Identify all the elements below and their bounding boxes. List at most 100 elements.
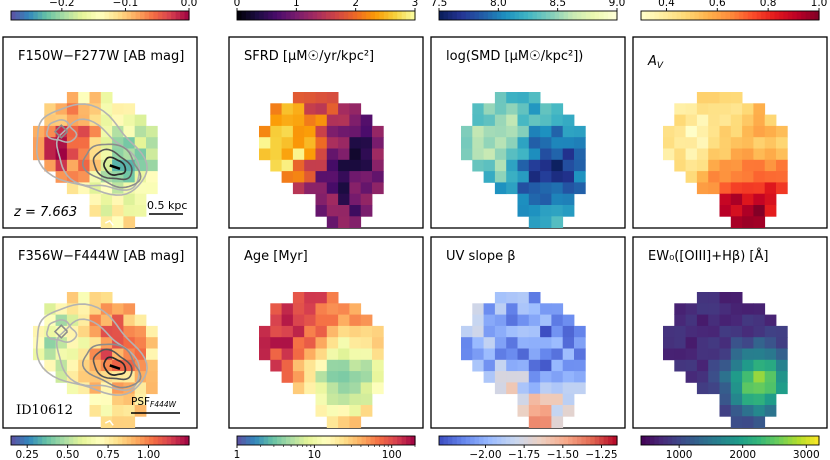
colorbar-swatch <box>783 436 789 445</box>
map-pixel <box>338 325 350 338</box>
colorbar-swatch <box>108 436 114 445</box>
map-pixel <box>753 371 766 383</box>
map-pixel <box>78 337 90 349</box>
panel-f356w-f444w: F356W−F444W [AB mag] <box>2 236 198 429</box>
map-pixel <box>55 325 68 338</box>
map-pixel <box>338 171 350 183</box>
map-pixel <box>315 325 328 338</box>
map-pixel <box>685 348 698 361</box>
map-pixel <box>483 303 496 315</box>
colorbar-frame <box>640 10 820 21</box>
colorbar-swatch <box>162 436 168 445</box>
colorbar-swatch <box>554 11 560 20</box>
colorbar-swatch <box>330 11 336 20</box>
map-pixel <box>540 103 552 115</box>
colorbar-swatch <box>303 11 309 20</box>
colorbar-swatch <box>519 11 525 20</box>
colorbar-swatch <box>461 436 467 445</box>
map-pixel <box>663 325 675 338</box>
colorbar-age: 1 10 100 <box>234 435 416 460</box>
map-pixel <box>517 125 530 138</box>
map-pixel <box>78 292 90 304</box>
map-pixel <box>292 359 305 372</box>
map-pixel <box>360 125 373 138</box>
map-pixel <box>349 114 362 127</box>
colorbar-swatch <box>730 436 736 445</box>
map-pixel <box>360 137 373 149</box>
map-pixel <box>146 125 158 138</box>
contour-line <box>14 93 31 103</box>
colorbar-swatch <box>672 11 678 20</box>
colorbar-swatch <box>299 11 305 20</box>
map-pixel <box>742 114 754 127</box>
map-pixel <box>764 137 777 149</box>
map-pixel <box>360 325 373 338</box>
colorbar-swatch <box>312 436 318 445</box>
colorbar-swatch <box>465 11 471 20</box>
colorbar-swatch <box>46 436 52 445</box>
map-pixel <box>696 325 709 338</box>
map-pixel <box>562 371 575 383</box>
map-pixel <box>78 171 90 183</box>
colorbar-swatch <box>658 11 664 20</box>
colorbar-swatch <box>64 11 70 20</box>
map-pixel <box>326 292 339 304</box>
colorbar-swatch <box>59 11 65 20</box>
colorbar-swatch <box>148 436 154 445</box>
map-pixel <box>33 148 45 161</box>
colorbar-swatch <box>738 11 744 20</box>
colorbar-tick-label: 1 <box>293 0 300 9</box>
panel-title: F150W−F277W [AB mag] <box>18 49 184 64</box>
map-pixel <box>540 205 552 217</box>
map-pixel <box>123 393 136 406</box>
panel-smd: log(SMD [μM☉/kpc²]) <box>430 36 626 229</box>
map-pixel <box>89 103 102 115</box>
colorbar-swatch <box>379 11 385 20</box>
colorbar-swatch <box>184 11 190 20</box>
map-pixel <box>742 148 754 161</box>
map-pixel <box>517 314 530 327</box>
contour-line <box>104 219 114 226</box>
map-pixel <box>472 325 484 338</box>
colorbar-swatch <box>581 436 587 445</box>
map-pixel <box>89 314 102 327</box>
map-pixel <box>326 314 339 327</box>
map-pixel <box>696 103 709 115</box>
map-pixel <box>372 125 384 138</box>
map-pixel <box>574 337 586 349</box>
map-pixel <box>326 348 339 361</box>
contour-line <box>82 343 142 389</box>
colorbar-swatch <box>374 436 380 445</box>
colorbar-tick-label: 2000 <box>729 449 756 460</box>
colorbar-swatch <box>24 11 30 20</box>
colorbar-swatch <box>479 11 485 20</box>
map-pixel <box>696 125 709 138</box>
map-pixel <box>281 303 294 315</box>
map-pixel <box>349 416 362 428</box>
colorbar-swatch <box>676 436 682 445</box>
map-pixel <box>685 148 698 161</box>
map-pixel <box>540 193 552 206</box>
map-pixel <box>776 325 788 338</box>
map-pixel <box>506 137 518 149</box>
colorbar-swatch <box>479 436 485 445</box>
colorbar-swatch <box>716 436 722 445</box>
colorbar-swatch <box>510 11 516 20</box>
map-pixel <box>315 348 328 361</box>
map-pixel <box>123 303 136 315</box>
colorbar-swatch <box>496 436 502 445</box>
map-pixel <box>742 405 754 417</box>
map-pixel <box>372 137 384 149</box>
colorbar-swatch <box>140 11 146 20</box>
colorbar-swatch <box>603 11 609 20</box>
map-pixel <box>483 371 496 383</box>
map-pixel <box>372 371 384 383</box>
map-pixel <box>517 303 530 315</box>
map-pixel <box>562 114 575 127</box>
map-pixel <box>719 103 732 115</box>
map-pixel <box>472 148 484 161</box>
map-pixel <box>551 103 564 115</box>
map-pixel <box>55 371 68 383</box>
map-pixel <box>506 325 518 338</box>
map-pixel <box>764 337 777 349</box>
